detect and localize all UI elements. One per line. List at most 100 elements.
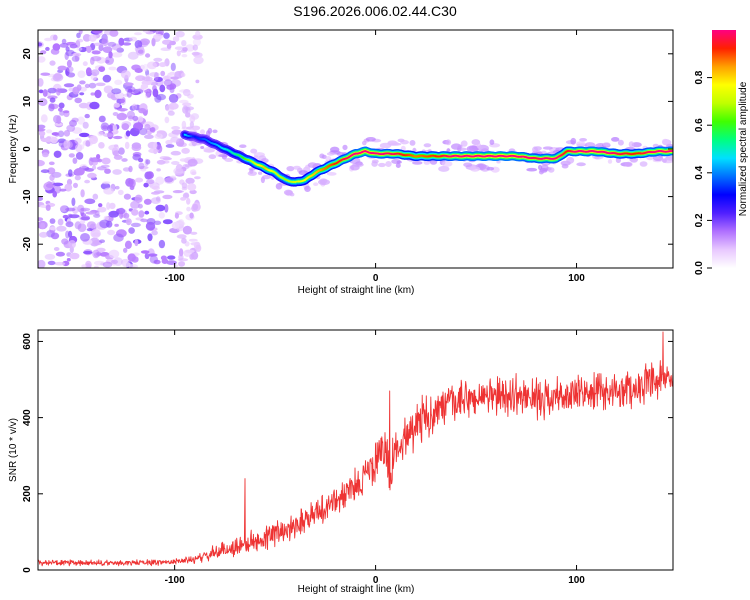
noise-blob — [145, 53, 151, 58]
noise-blob — [47, 87, 57, 94]
noise-blob — [89, 101, 100, 110]
noise-blob — [38, 42, 43, 47]
noise-blob — [113, 144, 119, 148]
noise-blob — [102, 74, 112, 83]
noise-blob — [107, 124, 114, 133]
noise-blob — [124, 82, 134, 86]
halo-blob — [304, 185, 311, 192]
halo-blob — [617, 139, 624, 146]
noise-blob — [171, 126, 181, 130]
noise-blob — [139, 38, 150, 46]
noise-blob — [153, 57, 163, 62]
halo-blob — [486, 166, 495, 171]
noise-blob — [68, 153, 75, 158]
noise-blob — [38, 217, 44, 221]
noise-blob — [173, 167, 184, 175]
halo-blob — [189, 121, 194, 128]
noise-blob — [137, 116, 144, 123]
noise-blob — [98, 66, 106, 72]
noise-blob — [153, 141, 158, 151]
noise-blob — [38, 159, 45, 167]
noise-blob — [145, 221, 156, 231]
noise-blob — [82, 61, 88, 67]
noise-blob — [162, 194, 173, 200]
colorbar-tick-label: 0.8 — [694, 70, 705, 84]
halo-blob — [385, 161, 392, 167]
noise-blob — [109, 202, 116, 210]
noise-blob — [90, 56, 95, 65]
noise-blob — [53, 150, 62, 158]
y-tick-label: 0 — [22, 146, 33, 152]
halo-blob — [469, 166, 481, 172]
noise-blob — [132, 103, 137, 111]
noise-blob — [52, 190, 57, 198]
noise-blob — [54, 261, 66, 266]
halo-blob — [611, 137, 620, 142]
noise-blob — [92, 193, 99, 200]
noise-blob — [82, 34, 91, 42]
noise-blob — [112, 150, 120, 157]
noise-blob — [74, 168, 85, 176]
noise-blob — [47, 95, 58, 100]
noise-blob — [159, 62, 167, 68]
noise-blob — [182, 47, 188, 52]
halo-blob — [400, 140, 409, 145]
noise-blob — [65, 207, 76, 212]
noise-blob — [45, 204, 51, 211]
noise-blob — [119, 98, 125, 104]
noise-blob — [143, 198, 152, 205]
noise-blob — [155, 176, 165, 185]
noise-blob — [56, 87, 61, 96]
noise-blob — [100, 122, 110, 131]
noise-blob — [113, 102, 120, 108]
noise-blob — [57, 218, 64, 226]
noise-blob — [152, 88, 159, 98]
noise-blob — [195, 30, 201, 36]
halo-blob — [542, 146, 553, 150]
halo-blob — [441, 160, 453, 167]
noise-blob — [154, 72, 159, 81]
noise-blob — [115, 185, 120, 190]
noise-blob — [74, 97, 82, 104]
noise-blob — [156, 168, 161, 172]
noise-blob — [42, 152, 49, 158]
noise-blob — [76, 32, 81, 39]
noise-blob — [107, 229, 116, 236]
halo-blob — [326, 152, 335, 156]
noise-blob — [86, 45, 92, 54]
noise-blob — [54, 122, 63, 126]
noise-blob — [68, 214, 80, 219]
snr-x-ticks: -100 0 100 — [165, 330, 585, 586]
noise-blob — [187, 183, 197, 191]
noise-blob — [74, 175, 81, 181]
y-tick-label: 600 — [22, 333, 33, 350]
halo-blob — [566, 156, 575, 164]
noise-blob — [151, 230, 158, 236]
noise-blob — [137, 49, 144, 54]
noise-blob — [141, 76, 153, 82]
noise-blob — [131, 144, 142, 152]
noise-blob — [39, 231, 48, 238]
noise-blob — [42, 89, 48, 97]
colorbar-tick-label: 0.6 — [694, 118, 705, 132]
noise-blob — [74, 221, 82, 230]
noise-blob — [48, 103, 55, 112]
noise-blob — [154, 133, 163, 139]
noise-blob — [38, 98, 48, 107]
x-tick-label: -100 — [165, 273, 185, 284]
halo-blob — [326, 172, 337, 176]
halo-blob — [290, 192, 295, 197]
noise-blob — [66, 258, 71, 262]
noise-blob — [73, 182, 78, 188]
snr-y-ticks: 0 200 400 600 — [22, 333, 673, 573]
noise-blob — [109, 30, 119, 37]
noise-blob — [186, 206, 191, 212]
noise-blob — [147, 61, 157, 70]
noise-blob — [49, 60, 56, 66]
noise-blob — [59, 43, 69, 48]
noise-blob — [69, 44, 78, 49]
noise-blob — [178, 261, 186, 267]
spectrogram-y-label: Frequency (Hz) — [8, 115, 19, 184]
noise-blob — [189, 115, 196, 123]
noise-blob — [182, 89, 191, 97]
